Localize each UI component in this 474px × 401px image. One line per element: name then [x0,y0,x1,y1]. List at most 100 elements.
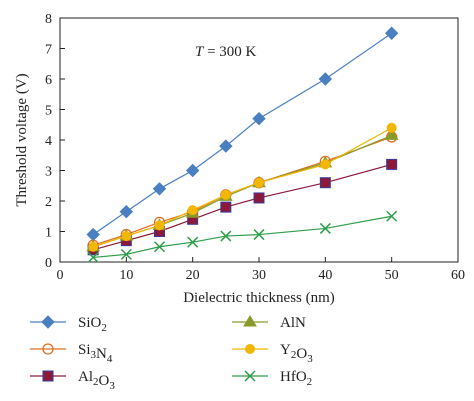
data-point [384,26,399,40]
legend-text-part: O [99,373,110,389]
y-tick-label: 4 [45,134,52,149]
x-axis-label: Dielectric thickness (nm) [183,290,335,306]
temperature-variable: T [195,44,205,60]
series-y2o3 [88,122,397,252]
legend-text-part: Y [280,342,291,358]
series-al2o3 [87,158,398,256]
legend-text-part: Hf [280,369,296,385]
legend-label: Al2O3 [78,369,115,392]
series-line [92,136,392,246]
legend-subscript: 2 [291,349,297,361]
x-tick-label: 50 [385,268,399,283]
y-tick-label: 0 [45,256,52,271]
data-point [386,122,397,133]
legend-label: SiO2 [78,315,107,334]
legend-item: AlN [232,315,306,331]
legend-marker [244,370,256,382]
x-axis-ticks: 0 10 20 30 40 50 60 [57,257,465,283]
data-point [119,204,134,219]
series-line [93,163,392,251]
plot-frame [59,17,459,263]
series-aln [86,128,399,252]
series-line [92,32,393,236]
data-point [152,182,167,196]
data-point [220,189,231,200]
legend-text-part: Si [78,315,91,331]
data-point [154,220,165,231]
data-point [253,229,265,241]
x-tick-label: 30 [252,268,266,283]
data-point [220,230,232,242]
legend-item: Y2O3 [232,342,313,365]
y-tick-label: 5 [45,104,52,119]
x-tick-label: 10 [119,268,133,283]
y-tick-label: 2 [45,195,52,210]
data-point [153,241,166,253]
legend-text-part: O [296,346,307,362]
y-tick-label: 3 [45,165,52,180]
series-line [93,215,392,259]
data-point [386,210,398,222]
legend-subscript: 2 [93,376,99,388]
data-point [220,201,232,213]
y-axis-label: Threshold voltage (V) [14,73,30,206]
legend-subscript: 2 [307,376,313,388]
data-point [254,177,264,188]
series-hfo2 [87,210,398,263]
data-point [88,241,99,252]
data-point [121,231,132,242]
x-tick-label: 40 [318,268,332,283]
legend-subscript: 4 [107,353,113,365]
legend-subscript: 3 [307,353,313,365]
data-point [319,222,331,234]
legend-label: Y2O3 [280,342,313,365]
series-line [92,127,392,248]
legend-item: Si3N4 [30,342,113,365]
temperature-annotation: T = 300 K [195,44,257,60]
legend-item: SiO2 [30,315,107,334]
y-axis-ticks: 0 1 2 3 4 5 6 7 8 [45,12,65,271]
legend-item: HfO2 [232,369,312,388]
legend-text-part: Al [78,369,93,385]
data-point [318,72,333,86]
legend-text-part: AlN [280,315,306,331]
legend-item: Al2O3 [30,369,115,392]
series-si3n4 [87,131,398,251]
legend-marker [42,370,54,382]
data-point [252,111,266,126]
data-point [319,177,331,189]
legend-marker [41,315,55,329]
legend-subscript: 3 [109,380,115,392]
data-point [187,236,199,248]
data-point [187,205,198,216]
legend-text-part: O [296,369,307,385]
legend-label: HfO2 [280,369,312,388]
data-point [320,159,331,170]
data-point [384,128,399,140]
data-point [120,248,132,260]
legend-label: AlN [280,315,306,331]
x-tick-label: 20 [186,268,200,283]
data-point [87,251,99,263]
data-point [219,139,233,153]
legend-subscript: 2 [101,322,107,334]
x-tick-label: 0 [57,268,64,283]
y-tick-label: 7 [45,43,52,58]
legend-text-part: Si [78,342,91,358]
temperature-value: = 300 K [203,44,256,60]
legend-marker [42,343,54,355]
y-tick-label: 6 [45,73,52,88]
y-tick-label: 8 [45,12,52,27]
legend-marker [243,315,257,327]
legend-text-part: O [91,315,102,331]
data-point [386,158,398,170]
data-point [86,227,100,242]
legend-marker [245,344,255,354]
data-point [185,163,200,178]
series-sio2 [86,26,399,242]
legend-label: Si3N4 [78,342,113,365]
data-point [253,192,265,204]
x-tick-label: 60 [451,268,465,283]
